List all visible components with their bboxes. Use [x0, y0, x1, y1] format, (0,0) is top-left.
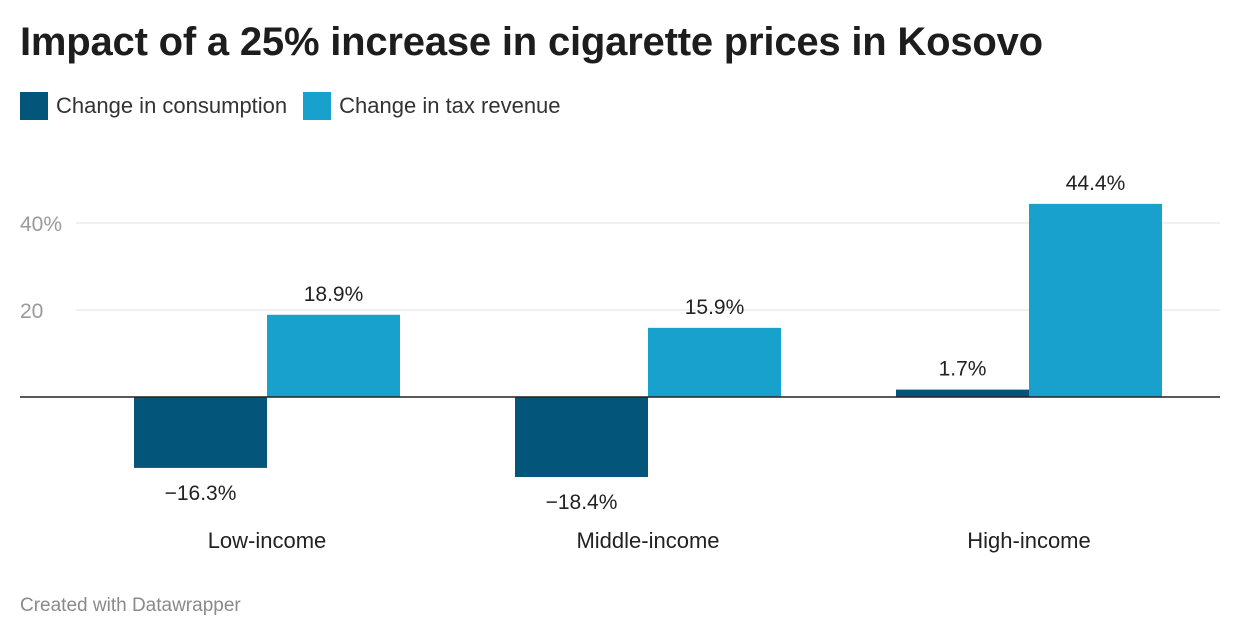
category-label: Low-income [208, 528, 327, 553]
legend-label-tax-revenue: Change in tax revenue [339, 93, 561, 118]
legend-label-consumption: Change in consumption [56, 93, 288, 118]
bar-consumption [896, 389, 1029, 397]
chart-title: Impact of a 25% increase in cigarette pr… [20, 20, 1043, 64]
data-label: 15.9% [685, 296, 745, 319]
data-label: 18.9% [304, 283, 364, 306]
bar-tax-revenue [267, 314, 400, 397]
y-tick-label: 40% [20, 213, 62, 236]
data-label: −18.4% [546, 491, 618, 514]
category-label: Middle-income [576, 528, 719, 553]
bar-tax-revenue [648, 327, 781, 397]
legend: Change in consumption Change in tax reve… [20, 92, 577, 120]
data-label: 1.7% [939, 358, 987, 381]
bar-consumption [515, 397, 648, 478]
data-label: −16.3% [165, 482, 237, 505]
legend-swatch-tax-revenue [303, 92, 332, 120]
footer-credit: Created with Datawrapper [20, 595, 241, 616]
data-label: 44.4% [1066, 172, 1126, 195]
y-tick-label: 20 [20, 300, 43, 323]
legend-item-tax-revenue: Change in tax revenue [303, 92, 561, 120]
bar-consumption [134, 397, 267, 468]
legend-item-consumption: Change in consumption [20, 92, 287, 120]
category-label: High-income [967, 528, 1091, 553]
bar-tax-revenue [1029, 203, 1162, 397]
legend-swatch-consumption [20, 92, 48, 120]
